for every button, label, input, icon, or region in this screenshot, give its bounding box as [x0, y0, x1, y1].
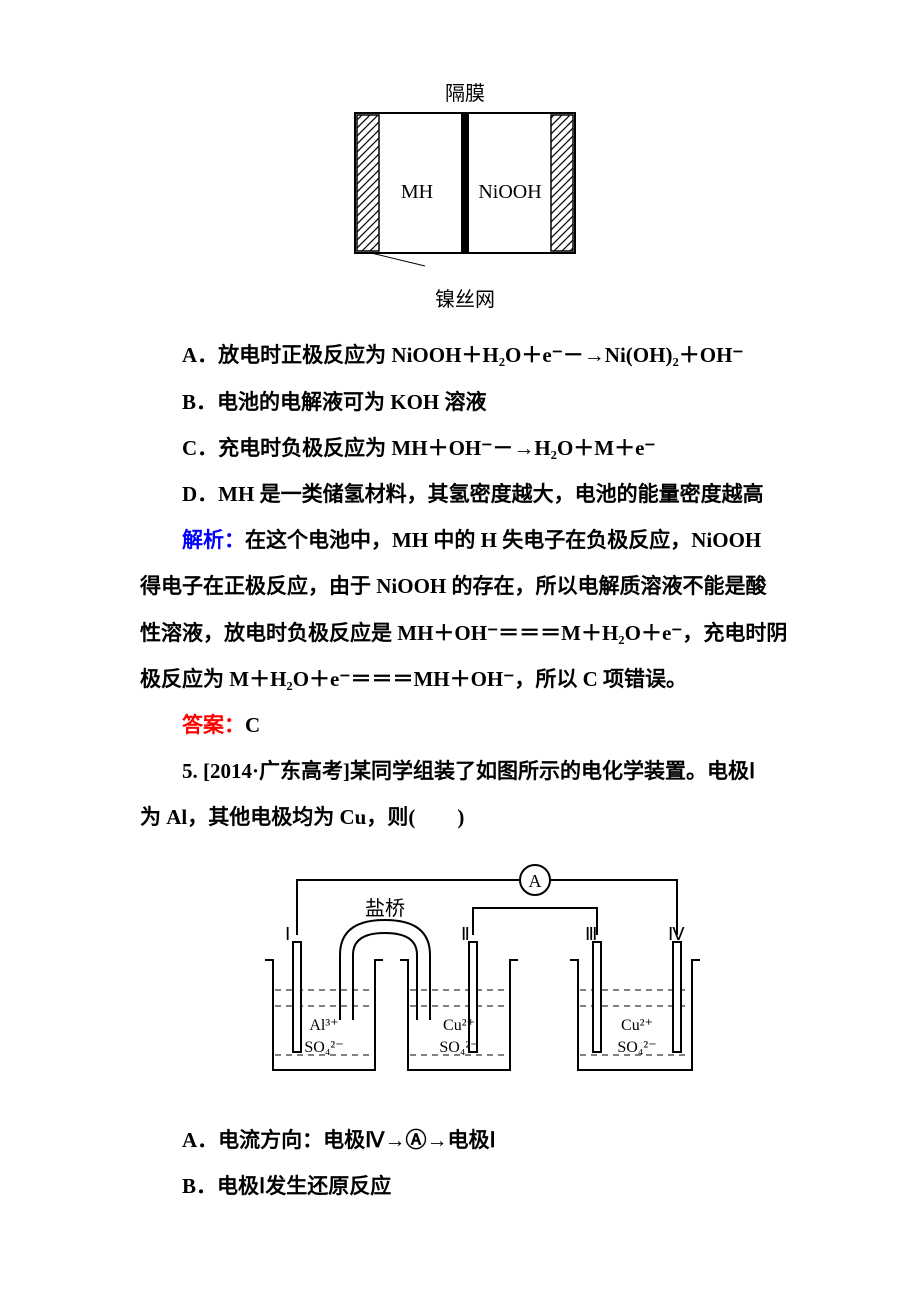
svg-text:Al³⁺: Al³⁺ [309, 1017, 338, 1034]
answer-value: C [245, 713, 260, 737]
svg-text:MH: MH [401, 181, 433, 203]
analysis-label: 解析： [182, 528, 245, 552]
svg-text:SO₄²⁻: SO₄²⁻ [617, 1039, 656, 1056]
figure-electrochem: A 盐桥 Ⅰ Ⅱ Ⅲ Ⅳ [140, 860, 790, 1106]
svg-text:盐桥: 盐桥 [365, 897, 405, 920]
answer-block: 答案：C [140, 702, 790, 748]
q5-line1: 5. [2014·广东高考]某同学组装了如图所示的电化学装置。电极Ⅰ [140, 748, 790, 794]
q5-line2: 为 Al，其他电极均为 Cu，则( ) [140, 794, 790, 840]
answer-label: 答案： [182, 713, 245, 737]
figure-battery-cell: 隔膜 MH NiOOH [140, 80, 790, 322]
question5-stem: 5. [2014·广东高考]某同学组装了如图所示的电化学装置。电极Ⅰ 为 Al，… [140, 748, 790, 840]
svg-text:Cu²⁺: Cu²⁺ [621, 1017, 653, 1034]
svg-text:NiOOH: NiOOH [478, 181, 541, 203]
svg-text:SO₄²⁻: SO₄²⁻ [304, 1039, 343, 1056]
battery-cell-svg: MH NiOOH [345, 108, 585, 268]
svg-text:Cu²⁺: Cu²⁺ [443, 1017, 475, 1034]
q5-option-a: A．电流方向：电极Ⅳ→Ⓐ→电极Ⅰ [140, 1117, 790, 1163]
analysis-line1: 解析：在这个电池中，MH 中的 H 失电子在负极反应，NiOOH [140, 517, 790, 563]
option-d: D．MH 是一类储氢材料，其氢密度越大，电池的能量密度越高 [140, 471, 790, 517]
question1-options: A．放电时正极反应为 NiOOH＋H₂O＋e⁻－→Ni(OH)₂＋OH⁻ B．电… [140, 332, 790, 517]
option-c: C．充电时负极反应为 MH＋OH⁻－→H₂O＋M＋e⁻ [140, 425, 790, 471]
analysis-line2: 得电子在正极反应，由于 NiOOH 的存在，所以电解质溶液不能是酸 [140, 563, 790, 609]
analysis-line3: 性溶液，放电时负极反应是 MH＋OH⁻＝＝＝M＋H₂O＋e⁻，充电时阴 [140, 610, 790, 656]
option-b: B．电池的电解液可为 KOH 溶液 [140, 379, 790, 425]
fig1-bottom-label: 镍丝网 [345, 286, 585, 314]
svg-text:SO₄²⁻: SO₄²⁻ [439, 1039, 478, 1056]
svg-text:Ⅰ: Ⅰ [285, 924, 290, 944]
analysis-line4: 极反应为 M＋H₂O＋e⁻＝＝＝MH＋OH⁻，所以 C 项错误。 [140, 656, 790, 702]
analysis-block: 解析：在这个电池中，MH 中的 H 失电子在负极反应，NiOOH 得电子在正极反… [140, 517, 790, 702]
option-a: A．放电时正极反应为 NiOOH＋H₂O＋e⁻－→Ni(OH)₂＋OH⁻ [140, 332, 790, 378]
fig1-top-label: 隔膜 [345, 80, 585, 108]
svg-text:A: A [529, 871, 542, 891]
question5-options: A．电流方向：电极Ⅳ→Ⓐ→电极Ⅰ B．电极Ⅰ发生还原反应 [140, 1117, 790, 1209]
electrochem-svg: A 盐桥 Ⅰ Ⅱ Ⅲ Ⅳ [225, 860, 705, 1090]
q5-option-b: B．电极Ⅰ发生还原反应 [140, 1163, 790, 1209]
